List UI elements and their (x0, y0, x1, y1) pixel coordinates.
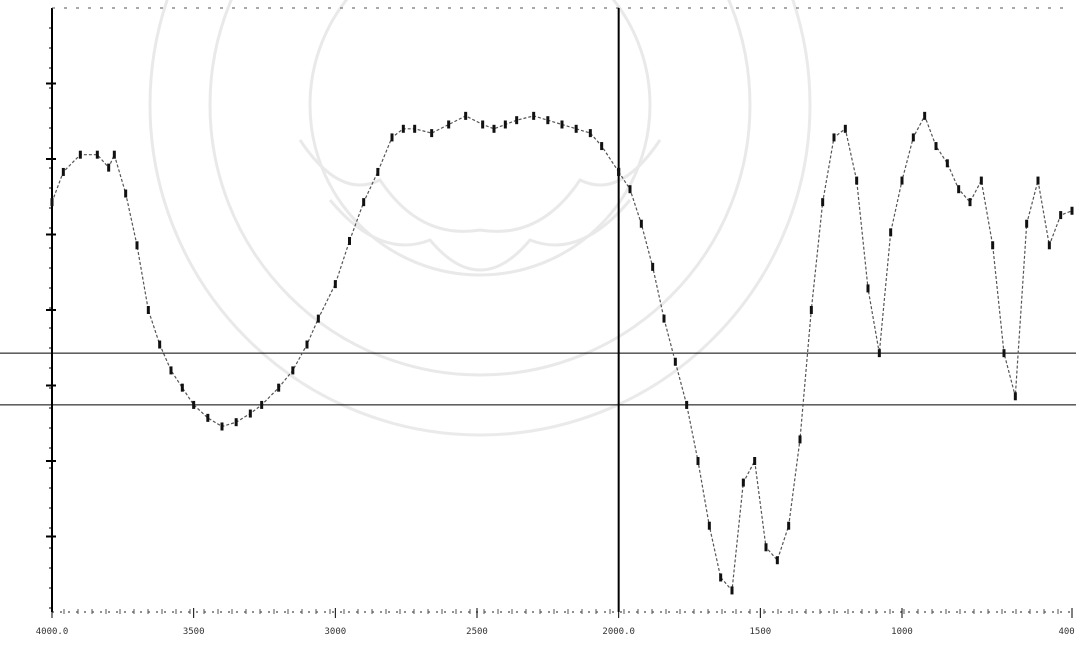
series-0-point (112, 150, 116, 159)
series-0-point (546, 116, 550, 125)
series-1-point (617, 167, 621, 176)
series-1-point (707, 521, 711, 530)
series-0-point (78, 150, 82, 159)
series-1-point (889, 228, 893, 237)
series-0-point (169, 366, 173, 375)
series-0-point (206, 413, 210, 422)
x-tick-label: 1000 (891, 627, 913, 637)
series-1-point (741, 478, 745, 487)
series-1-point (991, 241, 995, 250)
series-1-point (945, 159, 949, 168)
series-0-point (180, 383, 184, 392)
series-0-point (277, 383, 281, 392)
series-0-point (560, 120, 564, 129)
series-0-point (481, 120, 485, 129)
series-0-point (390, 133, 394, 142)
series-1-point (832, 133, 836, 142)
series-1-point (1059, 211, 1063, 220)
series-1-point (685, 400, 689, 409)
series-1-point (821, 198, 825, 207)
series-0-point (234, 418, 238, 427)
series-0-point (515, 116, 519, 125)
series-0-point (260, 400, 264, 409)
series-1-point (719, 573, 723, 582)
series-1-point (764, 543, 768, 552)
series-0-point (464, 111, 468, 120)
series-0-point (333, 280, 337, 289)
series-0-point (503, 120, 507, 129)
series-1-point (730, 586, 734, 595)
series-0-point (135, 241, 139, 250)
series-1-point (979, 176, 983, 185)
series-1-point (866, 284, 870, 293)
series-0-point (50, 198, 54, 207)
series-0-point (61, 167, 65, 176)
series-0-point (107, 163, 111, 172)
series-0-point (492, 124, 496, 133)
series-0-point (600, 142, 604, 151)
series-1-point (662, 314, 666, 323)
series-1-point (1025, 219, 1029, 228)
series-line-0 (51, 115, 620, 428)
x-tick-label: 400.0 (1058, 627, 1076, 637)
series-0-point (574, 124, 578, 133)
series-1-point (1070, 206, 1074, 215)
series-1-point (1002, 349, 1006, 358)
series-1-point (855, 176, 859, 185)
series-1-point (753, 457, 757, 465)
series-0-point (348, 236, 351, 245)
x-tick-label: 4000.0 (36, 627, 69, 637)
series-0-point (447, 120, 451, 129)
series-0-point (124, 189, 128, 198)
series-0-point (362, 198, 366, 207)
series-1-point (1047, 241, 1051, 250)
series-1-point (877, 349, 881, 358)
x-tick-label: 3000 (324, 627, 346, 637)
x-tick-label: 2500 (466, 627, 488, 637)
series-1-point (651, 262, 655, 271)
series-0-point (158, 340, 162, 349)
series-1-point (809, 306, 813, 314)
series-1-point (673, 357, 677, 366)
series-0-point (376, 167, 380, 176)
series-0-point (146, 306, 150, 314)
series-1-point (968, 198, 972, 207)
series-0-point (413, 124, 417, 133)
series-0-point (95, 150, 99, 159)
series-1-point (696, 457, 700, 465)
series-1-point (911, 133, 915, 142)
series-0-point (305, 340, 309, 349)
series-0-point (248, 409, 252, 418)
series-0-point (588, 129, 592, 138)
series-0-point (316, 314, 320, 323)
series-1-point (639, 219, 643, 228)
series-1-point (775, 556, 779, 565)
series-0-point (192, 400, 196, 409)
series-1-point (628, 185, 632, 194)
series-1-point (1036, 176, 1040, 185)
series-1-point (843, 124, 847, 133)
series-1-point (957, 185, 961, 194)
seal-watermark (148, 0, 812, 437)
series-0-point (532, 111, 536, 120)
series-1-point (1013, 392, 1017, 401)
series-0-point (401, 124, 405, 133)
x-tick-label: 2000.0 (602, 627, 635, 637)
x-tick-label: 1500 (749, 627, 771, 637)
series-0-point (430, 129, 434, 138)
series-1-point (900, 176, 904, 185)
series-1-point (787, 521, 791, 530)
series-0-point (291, 366, 295, 375)
x-tick-label: 3500 (183, 627, 205, 637)
series-1-point (923, 111, 927, 120)
series-1-point (798, 435, 802, 444)
series-0-point (220, 422, 224, 431)
series-1-point (934, 142, 938, 151)
